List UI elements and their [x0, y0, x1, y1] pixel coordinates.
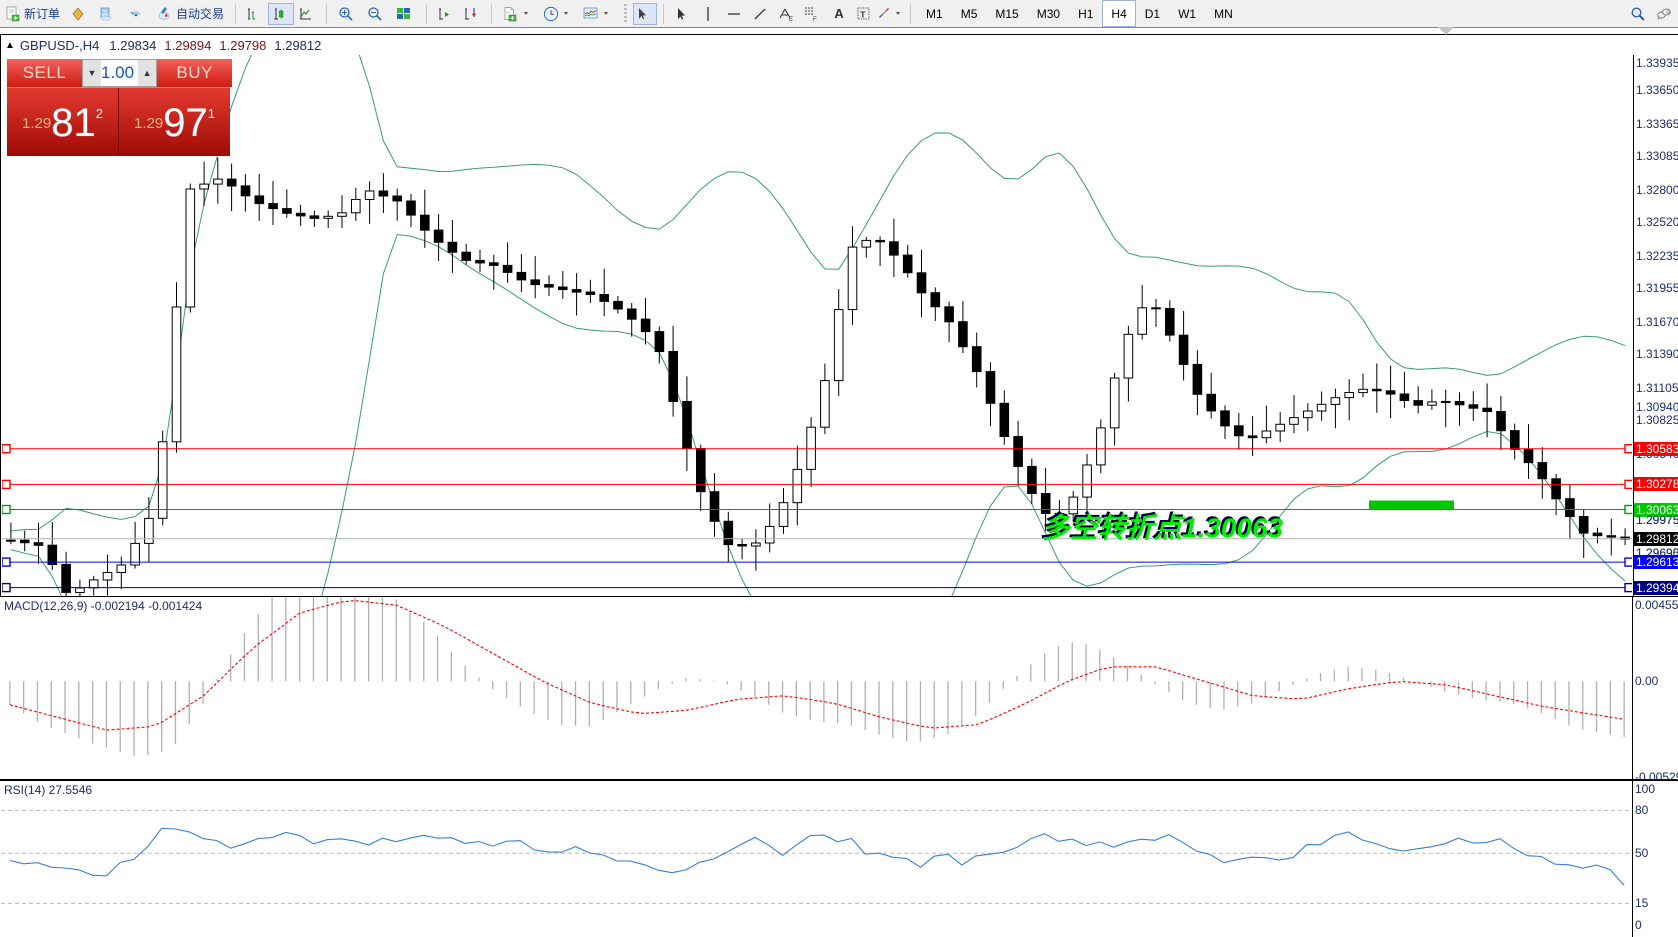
svg-text:F: F [813, 17, 817, 22]
svg-text:T: T [860, 9, 866, 19]
svg-text:E: E [789, 17, 793, 22]
svg-text:多空转折点1.30063: 多空转折点1.30063 [1042, 513, 1284, 544]
